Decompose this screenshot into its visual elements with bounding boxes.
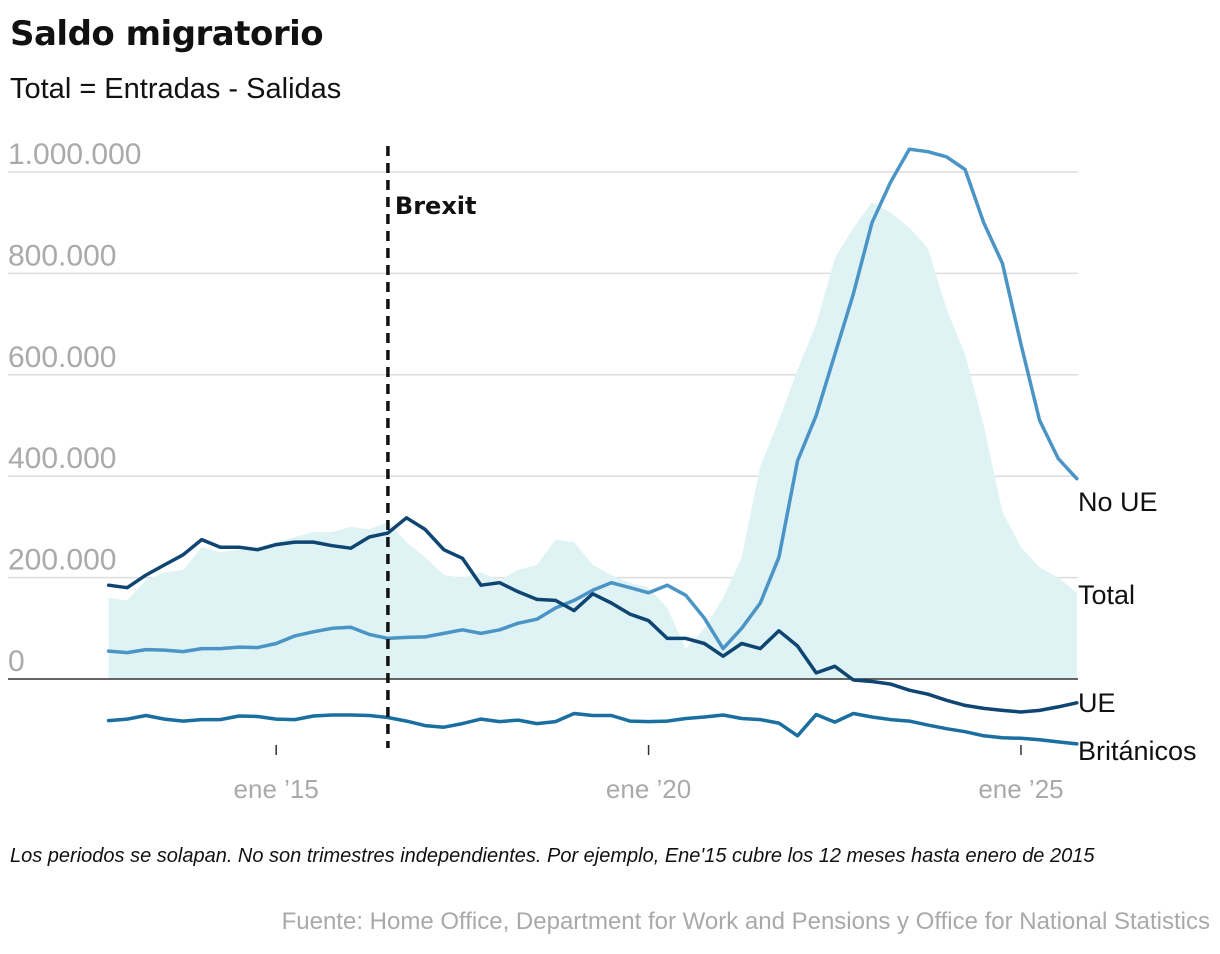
total-area bbox=[108, 202, 1077, 679]
x-tick-label: ene ’20 bbox=[606, 774, 691, 804]
y-tick-label: 400.000 bbox=[8, 442, 116, 475]
series-line bbox=[106, 516, 1079, 714]
migration-chart: 0 200.000 400.000 600.000 800.000 1.000.000 en… bbox=[8, 138, 1197, 804]
chart-subtitle: Total = Entradas - Salidas bbox=[10, 73, 342, 105]
y-tick-label: 1.000.000 bbox=[8, 138, 141, 171]
y-tick-label: 0 bbox=[8, 645, 25, 678]
brexit-label: Brexit bbox=[395, 192, 477, 220]
series-end-label: Británicos bbox=[1078, 736, 1197, 766]
y-tick-label: 600.000 bbox=[8, 341, 116, 374]
series-end-label: UE bbox=[1078, 688, 1116, 718]
footnote: Los periodos se solapan. No son trimestr… bbox=[10, 845, 1095, 867]
x-tick-label: ene ’25 bbox=[978, 774, 1063, 804]
y-tick-label: 200.000 bbox=[8, 544, 116, 577]
chart-title: Saldo migratorio bbox=[10, 14, 324, 54]
series-line bbox=[106, 711, 1079, 746]
y-tick-label: 800.000 bbox=[8, 239, 116, 272]
series-end-label: No UE bbox=[1078, 487, 1158, 517]
series-line bbox=[106, 147, 1079, 655]
x-tick-label: ene ’15 bbox=[234, 774, 319, 804]
source-credit: Fuente: Home Office, Department for Work… bbox=[281, 908, 1210, 935]
series-end-label: Total bbox=[1078, 580, 1135, 610]
